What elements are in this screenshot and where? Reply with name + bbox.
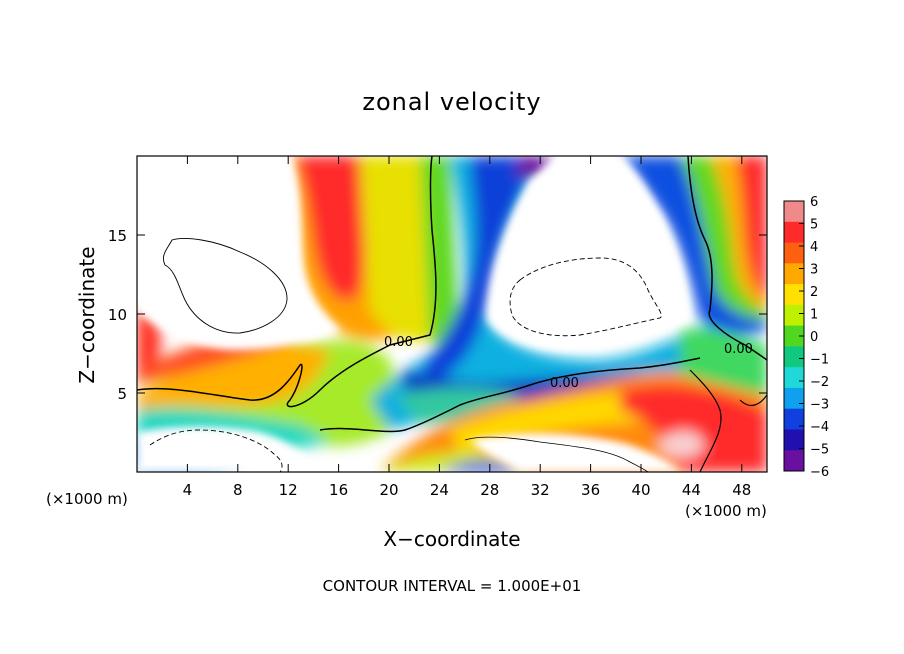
colorbar-tick-label: 3 (810, 263, 818, 278)
x-tick-label: 36 (581, 481, 600, 499)
colorbar-tick-label: −4 (810, 420, 829, 435)
y-tick-label: 10 (108, 306, 127, 324)
y-axis-label: Z−coordinate (75, 246, 99, 384)
colorbar-segment (784, 408, 804, 430)
contour-label-1: 0.00 (384, 335, 413, 350)
colorbar-segment (784, 263, 804, 285)
x-unit-left: (×1000 m) (46, 490, 128, 508)
x-unit-right: (×1000 m) (685, 502, 767, 520)
contour-label-3: 0.00 (724, 342, 753, 357)
contour-lower-left-dashed (149, 429, 283, 472)
x-tick-label: 32 (531, 481, 550, 499)
x-tick-label: 8 (233, 481, 243, 499)
x-tick-label: 24 (430, 481, 449, 499)
contour-lower-right (464, 436, 649, 472)
colorbar-segment (784, 304, 804, 327)
colorbar-tick-label: −1 (810, 353, 829, 368)
colorbar-segment (784, 429, 804, 451)
contour-upper-left (162, 238, 288, 334)
y-tick-label: 15 (108, 227, 127, 245)
x-tick-label: 20 (379, 481, 398, 499)
x-axis-ticks: 4 8 12 16 20 24 28 32 36 40 44 48 (183, 156, 751, 499)
heatmap-field: 0.00 0.00 0.00 (137, 156, 767, 472)
x-tick-label: 4 (183, 481, 193, 499)
contour-zero-mid (319, 357, 701, 433)
colorbar-tick-label: 0 (810, 330, 818, 345)
colorbar-segment (784, 242, 804, 264)
colorbar: 6 5 4 3 2 1 0 −1 −2 −3 −4 −5 −6 (783, 195, 829, 480)
colorbar-segment (784, 201, 804, 223)
contour-upper-right-dashed (509, 257, 662, 337)
contour-interval-note: CONTOUR INTERVAL = 1.000E+01 (322, 577, 582, 595)
x-tick-label: 44 (682, 481, 701, 499)
colorbar-tick-label: −5 (810, 443, 829, 458)
colorbar-segment (784, 450, 804, 472)
colorbar-tick-label: 6 (810, 195, 818, 210)
x-tick-label: 16 (329, 481, 348, 499)
contour-labels: 0.00 0.00 0.00 (384, 335, 753, 391)
colorbar-tick-label: −3 (810, 398, 829, 413)
colorbar-tick-label: −2 (810, 375, 829, 390)
x-axis-label: X−coordinate (383, 527, 521, 551)
colorbar-tick-label: −6 (810, 465, 829, 480)
contour-label-2: 0.00 (550, 376, 579, 391)
colorbar-segment (784, 387, 804, 410)
colorbar-segment (784, 325, 804, 347)
colorbar-segment (784, 284, 804, 306)
colorbar-segment (784, 346, 804, 368)
contour-zero-left (137, 156, 437, 408)
contour-lines (137, 156, 767, 472)
colorbar-tick-label: 5 (810, 218, 818, 233)
y-axis-ticks: 5 10 15 (108, 227, 767, 403)
x-tick-label: 28 (480, 481, 499, 499)
x-tick-label: 40 (631, 481, 650, 499)
colorbar-tick-label: 4 (810, 240, 818, 255)
colorbar-tick-label: 1 (810, 308, 818, 323)
x-tick-label: 12 (279, 481, 298, 499)
chart-title: zonal velocity (362, 88, 542, 116)
y-tick-label: 5 (117, 385, 127, 403)
contour-zero-right (687, 156, 767, 361)
colorbar-segment (784, 367, 804, 389)
x-tick-label: 48 (732, 481, 751, 499)
colorbar-tick-label: 2 (810, 285, 818, 300)
colorbar-segment (784, 221, 804, 244)
